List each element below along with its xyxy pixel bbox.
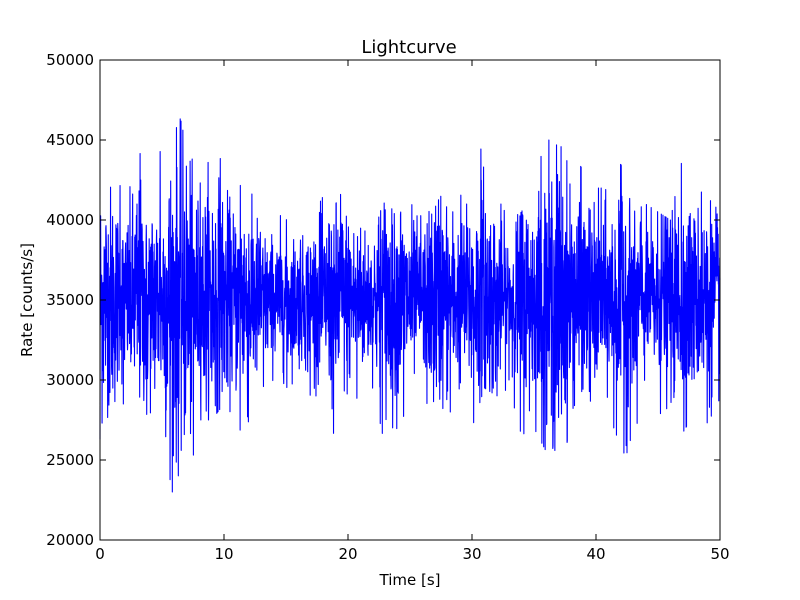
plot-frame bbox=[99, 59, 721, 541]
x-tick-label: 20 bbox=[338, 545, 357, 563]
y-tick-label: 30000 bbox=[46, 371, 94, 389]
x-tick-label: 0 bbox=[95, 545, 105, 563]
x-tick-label: 50 bbox=[710, 545, 729, 563]
y-tick-labels: 20000 25000 30000 35000 40000 45000 50000 bbox=[46, 51, 94, 549]
plot-area bbox=[99, 118, 721, 493]
x-tick-label: 30 bbox=[462, 545, 481, 563]
y-tick-label: 45000 bbox=[46, 131, 94, 149]
chart-title: Lightcurve bbox=[361, 37, 456, 58]
y-tick-label: 20000 bbox=[46, 531, 94, 549]
x-tick-labels: 0 10 20 30 40 50 bbox=[95, 545, 729, 563]
lightcurve-series-line bbox=[99, 118, 721, 493]
y-tick-label: 40000 bbox=[46, 211, 94, 229]
y-tick-label: 50000 bbox=[46, 51, 94, 69]
x-tick-label: 40 bbox=[586, 545, 605, 563]
y-tick-label: 35000 bbox=[46, 291, 94, 309]
x-tick-label: 10 bbox=[214, 545, 233, 563]
y-axis-label: Rate [counts/s] bbox=[18, 243, 36, 357]
y-tick-label: 25000 bbox=[46, 451, 94, 469]
x-axis-label: Time [s] bbox=[379, 571, 441, 589]
